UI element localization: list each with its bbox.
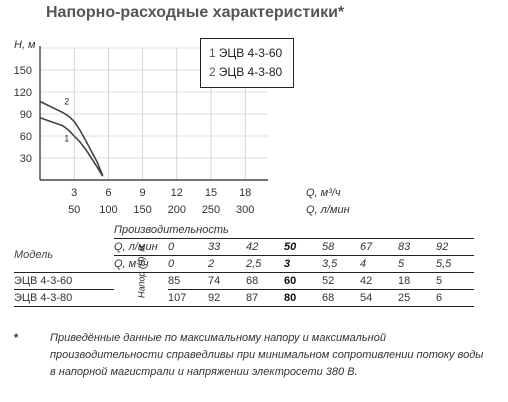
table-cell: 0 — [168, 258, 175, 270]
table-row-lpm: Модель Q, л/мин 0 33 42 50 58 67 83 92 — [14, 239, 474, 261]
table-cell: 58 — [322, 241, 335, 253]
table-cell: 92 — [436, 241, 449, 253]
table-cell: 87 — [246, 292, 259, 304]
table-cell: 68 — [322, 292, 335, 304]
table-group-row: Производительность — [14, 222, 474, 239]
y-tick-label: 90 — [20, 109, 32, 121]
legend-label: ЭЦВ 4-3-60 — [218, 46, 283, 60]
series-label-2: 2 — [64, 97, 69, 107]
table-cell: 60 — [284, 275, 297, 287]
table-cell: 83 — [398, 241, 411, 253]
legend-num: 2 — [209, 65, 216, 79]
head-label-cell: Напор (Н), м — [114, 244, 168, 307]
series-line-2 — [39, 100, 104, 176]
row-label-lpm: Q, л/мин — [114, 241, 158, 253]
table-row: ЭЦВ 4-3-60 Напор (Н), м 85 74 68 60 52 4… — [14, 245, 474, 298]
table-cell: 25 — [398, 292, 411, 304]
chart-legend: 1 ЭЦВ 4-3-60 2 ЭЦВ 4-3-80 — [200, 38, 294, 88]
x-tick-label-secondary: 150 — [133, 204, 151, 216]
x-tick-label: 15 — [205, 187, 217, 199]
table-cell: 5 — [398, 258, 405, 270]
x-tick-label-secondary: 100 — [99, 204, 117, 216]
table-cell: 67 — [360, 241, 373, 253]
x-tick-label-secondary: 250 — [202, 204, 220, 216]
x-tick-label: 12 — [171, 187, 183, 199]
legend-num: 1 — [209, 46, 216, 60]
table-cell: 68 — [246, 275, 259, 287]
footnote-text: Приведённые данные по максимальному напо… — [50, 332, 484, 378]
model-header: Модель — [14, 249, 54, 262]
table-row: ЭЦВ 4-3-80 107 92 87 80 68 54 25 6 — [14, 290, 474, 307]
table-cell: 107 — [168, 292, 187, 304]
x-axis-label-secondary: Q, л/мин — [306, 204, 350, 216]
legend-label: ЭЦВ 4-3-80 — [218, 65, 283, 79]
x-tick-label: 6 — [105, 187, 111, 199]
x-tick-label-secondary: 50 — [68, 204, 80, 216]
table-cell: 74 — [208, 275, 221, 287]
series-label-1: 1 — [64, 134, 69, 144]
y-tick-label: 60 — [20, 131, 32, 143]
x-tick-label: 18 — [239, 187, 251, 199]
head-label: Напор (Н), м — [136, 244, 147, 298]
y-tick-label: 120 — [14, 87, 32, 99]
table-cell: 85 — [168, 275, 181, 287]
model-name: ЭЦВ 4-3-80 — [14, 292, 73, 304]
x-tick-label-secondary: 300 — [236, 204, 254, 216]
footnote: * Приведённые данные по максимальному на… — [14, 330, 490, 381]
chart-title: Напорно-расходные характеристики* — [46, 4, 345, 21]
table-cell: 3,5 — [322, 258, 338, 270]
table-cell: 54 — [360, 292, 373, 304]
table-cell: 92 — [208, 292, 221, 304]
table-cell: 2 — [208, 258, 215, 270]
table-cell: 6 — [436, 292, 443, 304]
table-cell: 52 — [322, 275, 335, 287]
performance-table: Производительность Модель Q, л/мин 0 33 … — [14, 222, 474, 307]
x-tick-label: 9 — [140, 187, 146, 199]
table-cell: 42 — [246, 241, 259, 253]
table-cell: 42 — [360, 275, 373, 287]
y-axis-label: H, м — [14, 39, 36, 51]
table-cell: 3 — [284, 258, 291, 270]
table-cell: 2,5 — [246, 258, 262, 270]
x-tick-label-secondary: 200 — [168, 204, 186, 216]
table-cell: 50 — [284, 241, 297, 253]
series-line-1 — [39, 116, 104, 177]
x-tick-label: 3 — [71, 187, 77, 199]
footnote-star: * — [14, 332, 19, 344]
y-tick-label: 30 — [20, 153, 32, 165]
table-cell: 5,5 — [436, 258, 452, 270]
table-cell: 80 — [284, 292, 297, 304]
table-cell: 4 — [360, 258, 367, 270]
table-row-m3h: Q, м³/ч 0 2 2,5 3 3,5 4 5 5,5 — [14, 256, 474, 273]
model-name: ЭЦВ 4-3-60 — [14, 275, 73, 287]
table-cell: 33 — [208, 241, 221, 253]
legend-entry-2: 2 ЭЦВ 4-3-80 — [209, 63, 293, 82]
row-label-m3h: Q, м³/ч — [114, 258, 149, 270]
x-axis-label: Q, м³/ч — [306, 187, 341, 199]
table-cell: 18 — [398, 275, 411, 287]
table-cell: 0 — [168, 241, 175, 253]
legend-entry-1: 1 ЭЦВ 4-3-60 — [209, 44, 293, 63]
group-header: Производительность — [114, 224, 229, 236]
table-cell: 5 — [436, 275, 443, 287]
y-tick-label: 150 — [14, 65, 32, 77]
